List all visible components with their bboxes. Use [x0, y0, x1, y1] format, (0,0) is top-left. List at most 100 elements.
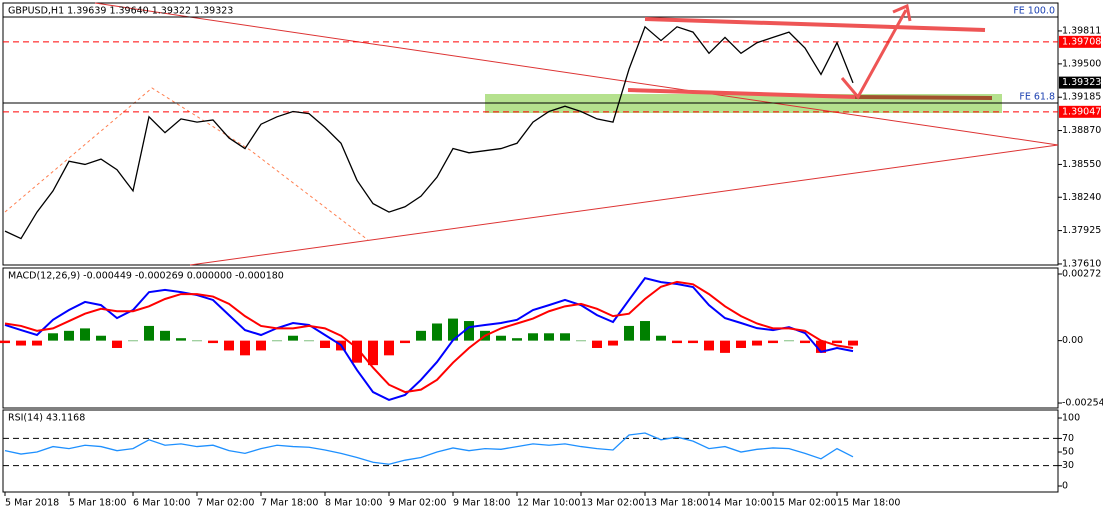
level-label: 1.39047 [1062, 106, 1101, 117]
histogram-bar [64, 330, 74, 341]
histogram-bar [160, 330, 170, 341]
histogram-bar [544, 333, 554, 341]
y-tick-label: 70 [1062, 433, 1074, 444]
histogram-bar [208, 340, 218, 344]
x-tick-label: 5 Mar 2018 [5, 498, 59, 509]
histogram-bar [304, 340, 314, 342]
x-tick-label: 15 Mar 18:00 [837, 498, 900, 509]
histogram-bar [432, 323, 442, 341]
trend-line [94, 2, 1059, 146]
histogram-bar [144, 325, 154, 341]
x-tick-label: 15 Mar 02:00 [773, 498, 836, 509]
y-tick-label: 0.00272 [1062, 269, 1101, 280]
x-tick-label: 7 Mar 18:00 [261, 498, 318, 509]
macd-panel [2, 267, 1059, 409]
histogram-bar [560, 333, 570, 341]
x-tick-label: 5 Mar 18:00 [69, 498, 126, 509]
panel-title: MACD(12,26,9) -0.000449 -0.000269 0.0000… [8, 271, 284, 282]
y-tick-label: -0.002547 [1062, 398, 1103, 409]
histogram-bar [800, 340, 810, 344]
histogram-bar [784, 340, 794, 342]
histogram-bar [384, 340, 394, 356]
histogram-bar [608, 340, 618, 346]
x-tick-label: 8 Mar 10:00 [325, 498, 382, 509]
x-tick-label: 13 Mar 02:00 [581, 498, 644, 509]
y-tick-label: 0 [1062, 481, 1068, 492]
histogram-bar [736, 340, 746, 348]
arrow-head [892, 3, 912, 22]
histogram-bar [464, 321, 474, 341]
histogram-bar [496, 335, 506, 341]
forecast-arrow [840, 9, 908, 100]
histogram-bar [352, 340, 362, 363]
histogram-bar [672, 340, 682, 344]
histogram-bar [48, 333, 58, 341]
histogram-bar [192, 340, 202, 342]
series-line [4, 432, 854, 465]
histogram-bar [176, 338, 186, 341]
histogram-bar [688, 340, 698, 344]
x-tick-label: 14 Mar 10:00 [709, 498, 772, 509]
x-tick-label: 9 Mar 18:00 [453, 498, 510, 509]
histogram-bar [512, 338, 522, 341]
histogram-bar [272, 340, 282, 342]
y-tick-label: 1.39185 [1062, 92, 1101, 103]
series-line [4, 25, 854, 240]
histogram-bar [832, 340, 842, 344]
level-box [1059, 105, 1101, 118]
series-line [4, 277, 854, 401]
histogram-bar [288, 335, 298, 341]
histogram-bar [528, 333, 538, 341]
histogram-bar [576, 340, 586, 342]
x-tick-label: 7 Mar 02:00 [197, 498, 254, 509]
channel-line [854, 95, 993, 100]
histogram-bar [0, 340, 10, 344]
histogram-bar [368, 340, 378, 366]
y-tick-label: 1.38870 [1062, 125, 1101, 136]
histogram-bar [96, 335, 106, 341]
series-line [4, 280, 854, 394]
y-tick-label: 30 [1062, 460, 1074, 471]
level-label: 1.39323 [1062, 77, 1101, 88]
histogram-bar [416, 330, 426, 341]
channel-line [627, 88, 856, 99]
trend-line [189, 144, 1059, 266]
y-tick-label: 1.39500 [1062, 58, 1101, 69]
histogram-bar [640, 321, 650, 341]
x-tick-label: 9 Mar 02:00 [389, 498, 446, 509]
histogram-bar [240, 340, 250, 356]
y-tick-label: 1.37610 [1062, 258, 1101, 269]
channel-line [644, 17, 986, 32]
level-box [1059, 35, 1101, 48]
y-tick-label: 0.00 [1062, 335, 1083, 346]
rsi-panel [2, 409, 1059, 493]
y-tick-label: 100 [1062, 413, 1080, 424]
x-tick-label: 12 Mar 10:00 [517, 498, 580, 509]
histogram-bar [80, 328, 90, 341]
histogram-bar [816, 340, 826, 353]
histogram-bar [656, 335, 666, 341]
histogram-bar [704, 340, 714, 351]
level-label: 1.39708 [1062, 36, 1101, 47]
y-tick-label: 50 [1062, 447, 1074, 458]
histogram-bar [448, 318, 458, 341]
histogram-bar [768, 340, 778, 344]
level-box [1059, 76, 1101, 89]
histogram-bar [752, 340, 762, 346]
histogram-bar [224, 340, 234, 351]
x-tick-label: 6 Mar 10:00 [133, 498, 190, 509]
histogram-bar [720, 340, 730, 353]
histogram-bar [16, 340, 26, 346]
fe-label: FE 100.0 [1013, 6, 1055, 17]
histogram-bar [32, 340, 42, 346]
histogram-bar [624, 325, 634, 341]
histogram-bar [112, 340, 122, 348]
fe-label: FE 61.8 [1019, 92, 1055, 103]
y-tick-label: 1.37925 [1062, 225, 1101, 236]
zigzag-line [4, 87, 369, 241]
histogram-bar [400, 340, 410, 344]
histogram-bar [592, 340, 602, 348]
y-tick-label: 1.38240 [1062, 192, 1101, 203]
